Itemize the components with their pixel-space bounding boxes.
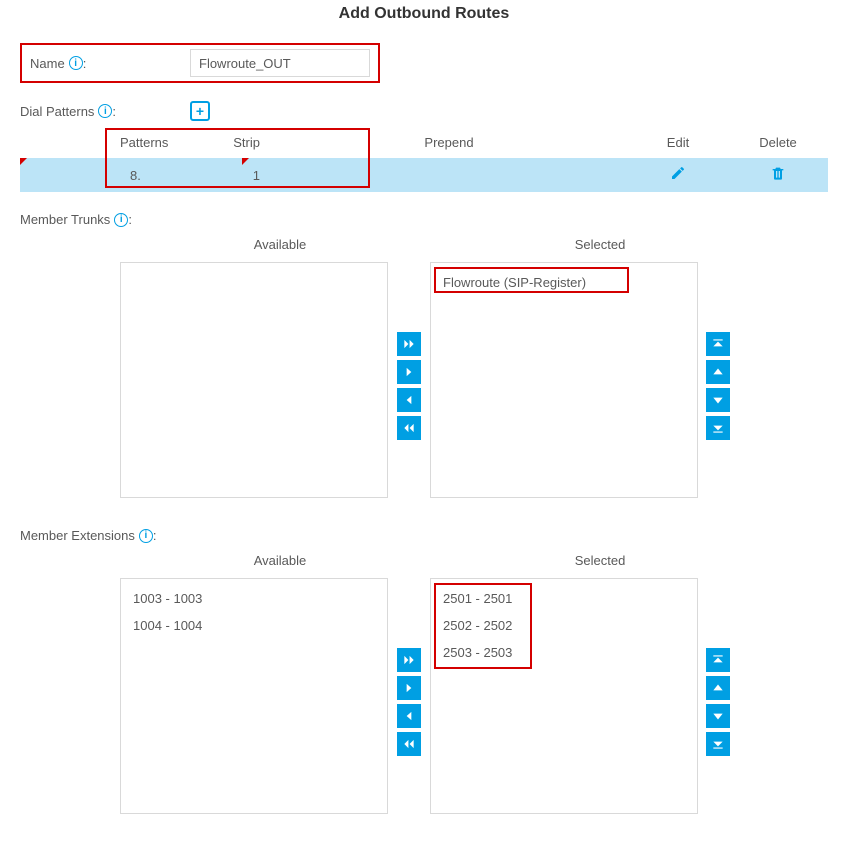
col-header-prepend: Prepend [270, 135, 628, 150]
selected-listbox[interactable]: Flowroute (SIP-Register) [430, 262, 698, 498]
move-all-left-button[interactable] [397, 416, 421, 440]
available-header: Available [120, 553, 440, 578]
info-icon[interactable]: i [114, 213, 128, 227]
available-listbox[interactable]: 1003 - 10031004 - 1004 [120, 578, 388, 814]
move-down-button[interactable] [706, 388, 730, 412]
sort-marker-icon [20, 158, 27, 165]
list-item[interactable]: 2502 - 2502 [435, 612, 693, 639]
available-listbox[interactable] [120, 262, 388, 498]
delete-icon[interactable] [770, 165, 786, 186]
move-all-right-button[interactable] [397, 648, 421, 672]
list-item[interactable]: 1003 - 1003 [125, 585, 383, 612]
page-title: Add Outbound Routes [20, 5, 828, 23]
patterns-table: Patterns Strip Prepend Edit Delete 8. 1 [20, 127, 828, 192]
col-header-edit: Edit [628, 135, 728, 150]
extensions-dual-list: Available Selected 1003 - 10031004 - 100… [120, 553, 760, 814]
member-trunks-label: Member Trunks i : [20, 212, 132, 227]
move-all-left-button[interactable] [397, 732, 421, 756]
info-icon[interactable]: i [98, 104, 112, 118]
move-up-button[interactable] [706, 676, 730, 700]
name-input[interactable] [190, 49, 370, 77]
list-item[interactable]: Flowroute (SIP-Register) [435, 269, 693, 296]
selected-listbox[interactable]: 2501 - 25012502 - 25022503 - 2503 [430, 578, 698, 814]
info-icon[interactable]: i [69, 56, 83, 70]
move-top-button[interactable] [706, 332, 730, 356]
dial-patterns-label: Dial Patterns i : [20, 104, 190, 119]
move-bottom-button[interactable] [706, 416, 730, 440]
col-header-delete: Delete [728, 135, 828, 150]
move-all-right-button[interactable] [397, 332, 421, 356]
move-right-button[interactable] [397, 360, 421, 384]
move-up-button[interactable] [706, 360, 730, 384]
name-highlight-box: Name i : [20, 43, 380, 83]
cell-pattern: 8. [20, 168, 150, 183]
trunks-dual-list: Available Selected Flowroute (SIP-Regist… [120, 237, 760, 498]
member-extensions-label: Member Extensions i : [20, 528, 157, 543]
selected-header: Selected [440, 553, 760, 578]
move-down-button[interactable] [706, 704, 730, 728]
name-label: Name i : [30, 56, 190, 71]
list-item[interactable]: 2501 - 2501 [435, 585, 693, 612]
table-row[interactable]: 8. 1 [20, 158, 828, 192]
edit-icon[interactable] [670, 165, 686, 186]
info-icon[interactable]: i [139, 529, 153, 543]
list-item[interactable]: 1004 - 1004 [125, 612, 383, 639]
col-header-strip: Strip [150, 135, 270, 150]
patterns-header-row: Patterns Strip Prepend Edit Delete [20, 127, 828, 158]
cell-strip: 1 [150, 168, 270, 183]
move-left-button[interactable] [397, 388, 421, 412]
col-header-patterns: Patterns [20, 135, 150, 150]
move-bottom-button[interactable] [706, 732, 730, 756]
selected-header: Selected [440, 237, 760, 262]
list-item[interactable]: 2503 - 2503 [435, 639, 693, 666]
move-top-button[interactable] [706, 648, 730, 672]
available-header: Available [120, 237, 440, 262]
add-pattern-button[interactable]: + [190, 101, 210, 121]
move-right-button[interactable] [397, 676, 421, 700]
sort-marker-icon [242, 158, 249, 165]
move-left-button[interactable] [397, 704, 421, 728]
